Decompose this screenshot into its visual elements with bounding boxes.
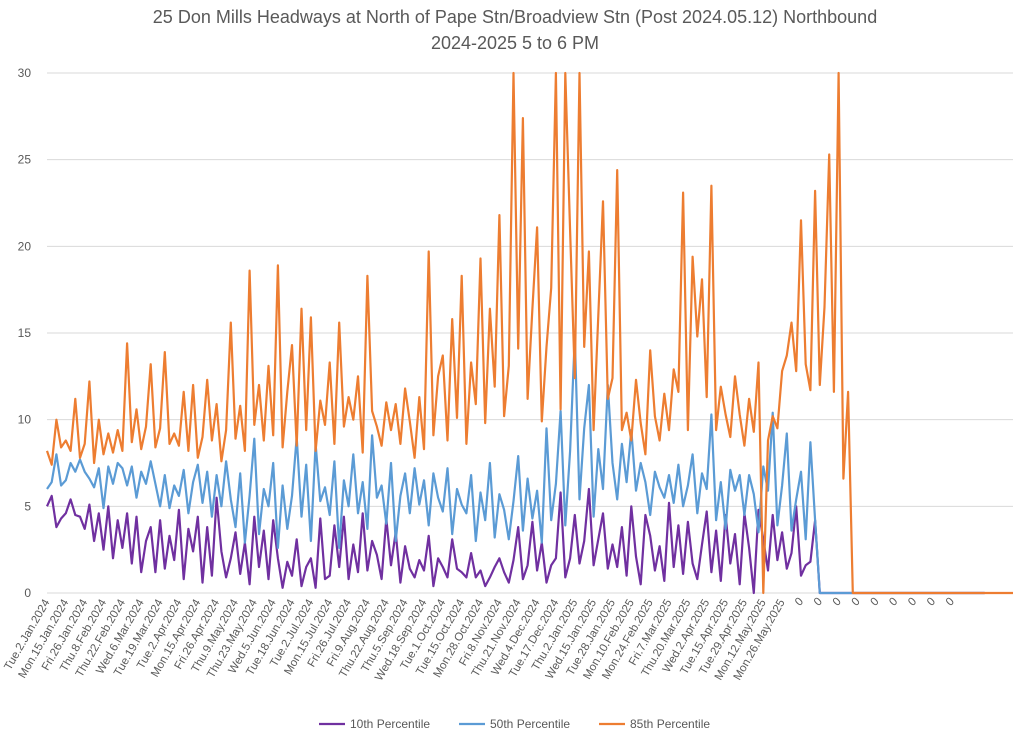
legend-label-85th: 85th Percentile [630,717,710,731]
legend-item-10th-percentile: 10th Percentile [319,717,430,731]
y-tick-label: 15 [18,326,32,340]
chart-title: 25 Don Mills Headways at North of Pape S… [153,7,877,27]
legend-label-50th: 50th Percentile [490,717,570,731]
series-line-85th-percentile [45,71,1013,595]
legend: 10th Percentile 50th Percentile 85th Per… [319,717,710,731]
legend-item-85th-percentile: 85th Percentile [599,717,710,731]
y-tick-label: 20 [18,239,32,253]
series-lines [45,71,1013,595]
y-tick-label: 30 [18,66,32,80]
legend-label-10th: 10th Percentile [350,717,430,731]
y-tick-label: 0 [24,586,31,600]
y-tick-label: 10 [18,413,32,427]
series-line-50th-percentile [46,335,985,595]
chart-subtitle: 2024-2025 5 to 6 PM [431,33,599,53]
y-tick-label: 25 [18,153,32,167]
y-axis-ticks: 0 5 10 15 20 25 30 [18,66,32,600]
legend-item-50th-percentile: 50th Percentile [459,717,570,731]
y-tick-label: 5 [24,499,31,513]
